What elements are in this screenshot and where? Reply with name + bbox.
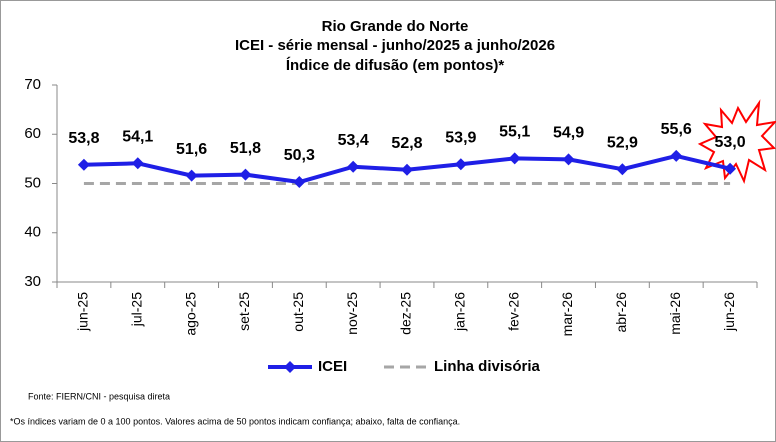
- y-tick-label: 40: [24, 224, 41, 241]
- y-tick-label: 30: [24, 273, 41, 290]
- data-label: 55,6: [661, 121, 692, 138]
- point: [616, 163, 629, 176]
- x-tick-label: out-25: [290, 292, 306, 332]
- data-label: 51,6: [176, 141, 207, 158]
- x-tick-label: jun-25: [75, 292, 91, 332]
- point: [562, 153, 575, 166]
- point: [724, 162, 737, 175]
- data-label: 52,8: [391, 135, 422, 152]
- legend-label: Linha divisória: [434, 358, 541, 375]
- point: [347, 160, 360, 173]
- data-label: 52,9: [607, 134, 638, 151]
- data-label: 55,1: [499, 124, 530, 141]
- x-tick-label: dez-25: [398, 292, 414, 335]
- point: [131, 157, 144, 170]
- x-tick-label: abr-26: [613, 292, 629, 333]
- data-label: 51,8: [230, 140, 261, 157]
- point: [670, 149, 683, 162]
- point: [185, 169, 198, 182]
- data-label: 53,4: [338, 132, 369, 149]
- point: [293, 176, 306, 189]
- point: [508, 152, 521, 165]
- data-label: 53,9: [445, 130, 476, 147]
- y-tick-label: 60: [24, 125, 41, 142]
- point: [454, 158, 467, 171]
- y-tick-label: 70: [24, 76, 41, 93]
- x-tick-label: set-25: [236, 292, 252, 331]
- x-tick-label: nov-25: [344, 292, 360, 335]
- y-tick-label: 50: [24, 174, 41, 191]
- point: [239, 168, 252, 181]
- point: [401, 163, 413, 176]
- legend-label: ICEI: [318, 358, 347, 375]
- footnote: *Os índices variam de 0 a 100 pontos. Va…: [10, 416, 460, 426]
- highlight-burst: [697, 99, 776, 185]
- x-tick-label: jun-26: [721, 292, 737, 332]
- point: [77, 158, 90, 171]
- x-tick-label: mar-26: [559, 292, 575, 337]
- chart-title: Rio Grande do Norte: [322, 18, 469, 35]
- data-label: 54,9: [553, 125, 584, 142]
- data-label: 53,0: [715, 134, 746, 151]
- data-label: 50,3: [284, 147, 315, 164]
- legend-marker: [284, 361, 296, 373]
- x-tick-label: jan-26: [452, 292, 468, 332]
- chart-subtitle: Índice de difusão (em pontos)*: [286, 57, 505, 74]
- source-note: Fonte: FIERN/CNI - pesquisa direta: [28, 391, 170, 401]
- x-tick-label: jul-25: [128, 292, 144, 327]
- chart-title: ICEI - série mensal - junho/2025 a junho…: [235, 37, 555, 54]
- data-label: 53,8: [68, 130, 99, 147]
- x-tick-label: mai-26: [667, 292, 683, 335]
- x-tick-label: ago-25: [182, 292, 198, 336]
- data-label: 54,1: [122, 129, 153, 146]
- x-tick-label: fev-26: [505, 292, 521, 331]
